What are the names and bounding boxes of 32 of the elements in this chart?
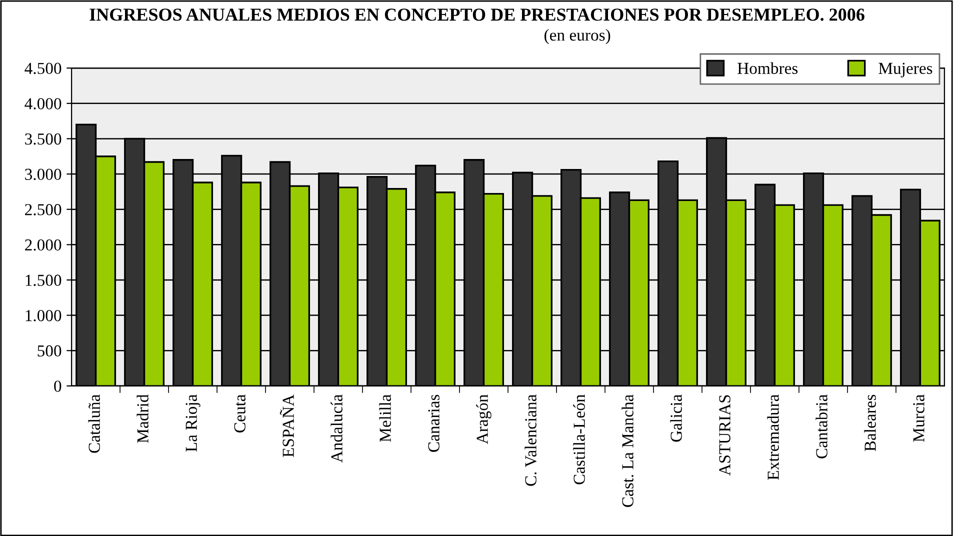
y-tick-label: 0 [54,380,62,392]
x-tick-label: Cantabria [816,394,828,458]
x-tick-label: Baleares [864,394,876,452]
x-tick-label: Ceuta [234,394,246,432]
x-tick-label: ESPAÑA [280,394,294,458]
x-tick-label: Castilla-León [573,394,585,484]
x-tick-label: Murcia [913,394,924,442]
x-tick-label: Melilla [379,394,391,442]
y-tick-label: 500 [38,345,62,357]
x-tick-label: Cast. La Mancha [622,394,634,507]
legend-label: Mujeres [878,62,932,78]
x-tick-label: Cataluña [88,394,100,453]
x-tick-label: Galicia [670,394,682,442]
x-tick-label: C. Valenciana [524,394,537,486]
chart-subtitle: (en euros) [544,28,610,44]
y-tick-label: 4.000 [24,98,62,110]
x-tick-label: Canarias [428,394,440,452]
legend-label: Hombres [738,62,798,74]
y-tick-label: 4.500 [24,62,62,74]
chart-title: INGRESOS ANUALES MEDIOS EN CONCEPTO DE PRESTACIONES POR DESEMPLEO. 2006 [90,8,864,21]
x-tick-label: Andalucía [330,394,342,463]
y-tick-label: 2.500 [25,204,62,216]
y-tick-label: 2.000 [25,239,62,251]
y-tick-label: 1.000 [26,310,62,322]
x-tick-label: La Rioja [186,394,200,452]
y-tick-label: 3.500 [25,133,62,145]
x-tick-label: ASTURIAS [719,395,730,476]
y-tick-label: 1.500 [26,274,62,286]
x-tick-label: Aragón [476,394,492,444]
x-tick-label: Madrid [136,394,148,443]
y-tick-label: 3.000 [25,168,62,180]
x-tick-label: Extremadura [767,394,779,480]
